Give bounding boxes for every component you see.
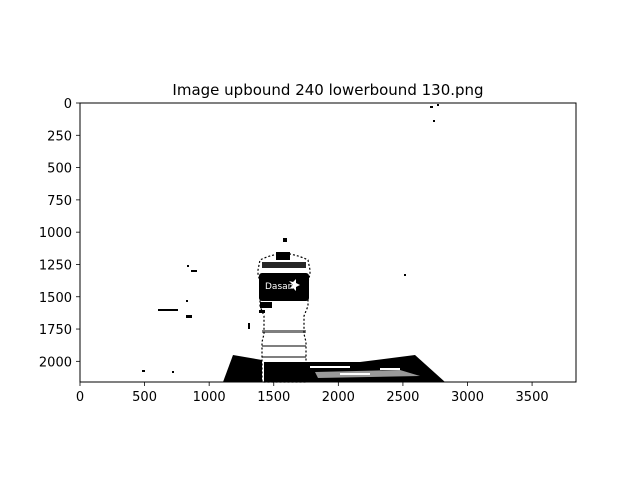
chart-title: Image upbound 240 lowerbound 130.png [172, 81, 483, 99]
plot-area: Dasani [79, 102, 577, 383]
noise-specks [142, 104, 439, 373]
x-tick-label: 0 [76, 390, 84, 405]
bottle-silhouette: Dasani [257, 252, 311, 383]
x-tick-label: 3000 [451, 390, 484, 405]
base-silhouette [223, 355, 445, 382]
y-axis: 0 250 500 750 1000 1250 1500 1750 2000 [39, 97, 80, 370]
x-tick-label: 1500 [257, 390, 290, 405]
bottle-label-text: Dasani [265, 282, 296, 292]
y-tick-label: 1000 [39, 226, 72, 241]
x-tick-label: 2000 [322, 390, 355, 405]
y-tick-label: 250 [47, 129, 72, 144]
x-tick-label: 2500 [386, 390, 419, 405]
x-tick-label: 1000 [193, 390, 226, 405]
y-tick-label: 750 [47, 194, 72, 209]
y-tick-label: 1250 [39, 258, 72, 273]
axes-frame [79, 102, 577, 383]
x-tick-label: 500 [132, 390, 157, 405]
y-tick-label: 500 [47, 162, 72, 177]
x-axis: 0 500 1000 1500 2000 2500 3000 3500 [76, 382, 549, 405]
y-tick-label: 2000 [39, 355, 72, 370]
thresholded-image: Dasani [142, 104, 445, 383]
x-tick-label: 3500 [516, 390, 549, 405]
y-tick-label: 1750 [39, 323, 72, 338]
y-tick-label: 1500 [39, 291, 72, 306]
image-background [80, 103, 576, 382]
y-tick-label: 0 [64, 97, 72, 112]
